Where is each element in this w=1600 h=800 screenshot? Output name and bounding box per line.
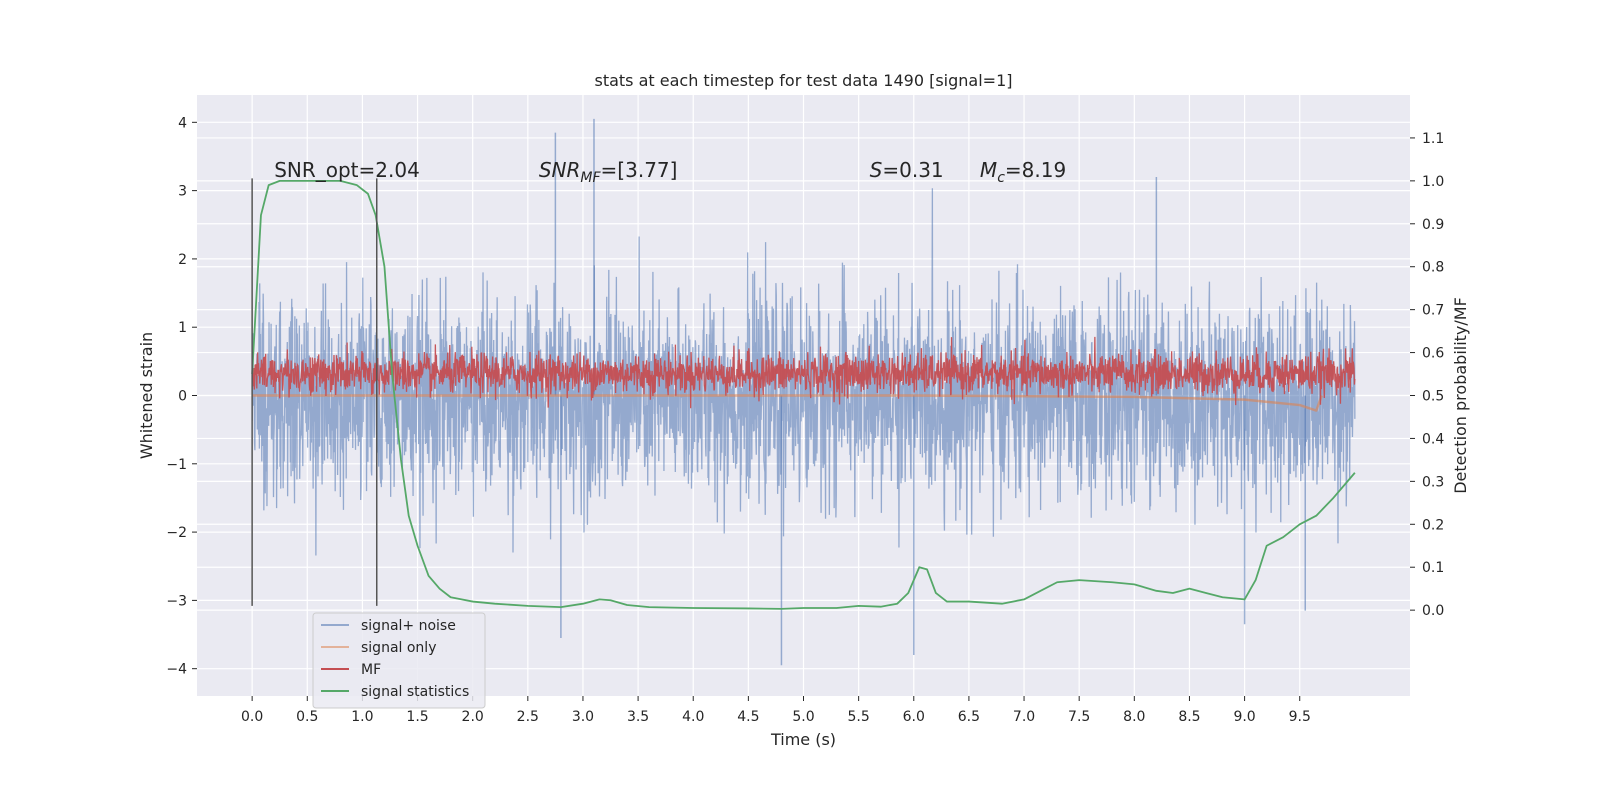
y-tick-label-right: 1.0 xyxy=(1422,174,1444,190)
x-tick-label: 1.5 xyxy=(406,709,428,725)
x-tick-label: 7.5 xyxy=(1068,709,1090,725)
y-tick-label-right: 1.1 xyxy=(1422,131,1444,147)
x-tick-label: 9.0 xyxy=(1233,709,1255,725)
annotation: SNR_opt=2.04 xyxy=(274,158,420,182)
series-line xyxy=(252,394,1323,412)
y-tick-label: −3 xyxy=(166,593,187,609)
y-tick-label: 1 xyxy=(178,320,187,336)
x-tick-label: 3.0 xyxy=(572,709,594,725)
x-tick-label: 5.5 xyxy=(848,709,870,725)
series-0 xyxy=(251,118,1356,666)
legend xyxy=(312,612,486,709)
y-tick-label-right: 0.7 xyxy=(1422,303,1444,319)
legend-label: MF xyxy=(361,662,381,678)
y-tick-label-right: 0.8 xyxy=(1422,260,1444,276)
legend-label: signal statistics xyxy=(361,684,469,700)
series-line xyxy=(251,179,1356,610)
series-line xyxy=(251,336,1356,409)
y-tick-label: 4 xyxy=(178,115,187,131)
x-tick-label: 6.5 xyxy=(958,709,980,725)
x-axis-label: Time (s) xyxy=(770,730,836,749)
y-tick-label-right: 0.3 xyxy=(1422,474,1444,490)
y-tick-label: −1 xyxy=(166,457,187,473)
x-tick-label: 9.5 xyxy=(1289,709,1311,725)
x-tick-label: 4.5 xyxy=(737,709,759,725)
x-tick-label: 8.5 xyxy=(1178,709,1200,725)
x-tick-label: 8.0 xyxy=(1123,709,1145,725)
annotation: Mc=8.19 xyxy=(980,158,1066,186)
y-tick-label: −4 xyxy=(166,662,187,678)
series-1 xyxy=(252,394,1323,412)
y-tick-label: 3 xyxy=(178,184,187,200)
series-line xyxy=(251,188,1356,556)
series-2 xyxy=(251,336,1356,409)
chart-title: stats at each timestep for test data 149… xyxy=(594,71,1012,90)
y-tick-label-right: 0.0 xyxy=(1422,603,1444,619)
x-tick-label: 0.5 xyxy=(296,709,318,725)
x-tick-label: 3.5 xyxy=(627,709,649,725)
y-tick-label: 2 xyxy=(178,252,187,268)
y-tick-label-right: 0.4 xyxy=(1422,431,1444,447)
y-axis-label: Whitened strain xyxy=(137,332,156,459)
legend-label: signal only xyxy=(361,640,436,656)
series-3 xyxy=(251,179,1356,610)
x-tick-label: 0.0 xyxy=(241,709,263,725)
x-tick-label: 4.0 xyxy=(682,709,704,725)
y-tick-label: 0 xyxy=(178,389,187,405)
x-tick-label: 7.0 xyxy=(1013,709,1035,725)
x-tick-label: 5.0 xyxy=(792,709,814,725)
x-tick-label: 2.0 xyxy=(462,709,484,725)
x-tick-label: 1.0 xyxy=(351,709,373,725)
x-tick-label: 6.0 xyxy=(903,709,925,725)
legend-label: signal+ noise xyxy=(361,618,456,634)
y-tick-label-right: 0.5 xyxy=(1422,389,1444,405)
y-tick-label-right: 0.2 xyxy=(1422,517,1444,533)
y-axis-label-right: Detection probability/MF xyxy=(1451,297,1470,494)
annotation: S=0.31 xyxy=(870,158,944,182)
x-tick-label: 2.5 xyxy=(517,709,539,725)
y-tick-label-right: 0.6 xyxy=(1422,346,1444,362)
annotation: SNRMF=[3.77] xyxy=(539,158,678,186)
y-tick-label-right: 0.1 xyxy=(1422,560,1444,576)
y-tick-label-right: 0.9 xyxy=(1422,217,1444,233)
y-tick-label: −2 xyxy=(166,525,187,541)
